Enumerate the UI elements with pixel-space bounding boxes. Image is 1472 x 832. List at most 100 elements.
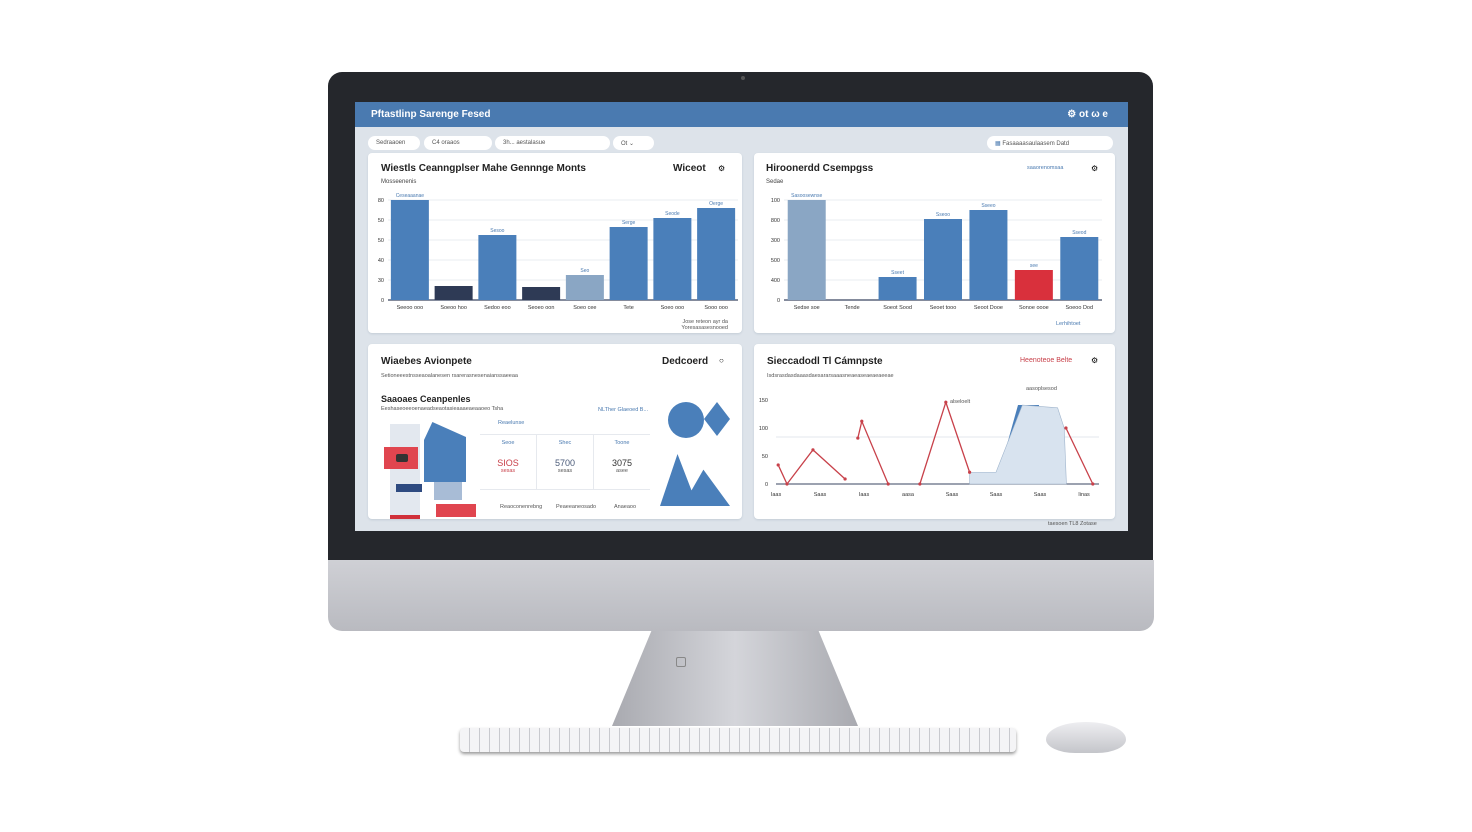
table-footer: Reaoconenrebng	[500, 504, 543, 510]
keyboard	[460, 728, 1016, 752]
filter-pill[interactable]: Sedraaoen	[368, 136, 420, 150]
x-tick-label: Soeoo Dod	[1066, 305, 1094, 311]
monitor-stand	[612, 631, 858, 726]
bar-value-label: see	[1030, 263, 1038, 269]
bar	[969, 210, 1008, 300]
panel-bottom-right: Sieccadodl Tl Cámnpste Heenoteoe Belte ⚙…	[754, 344, 1115, 519]
metric-cell: Toone 3075 asee	[611, 440, 633, 474]
x-tick-label: Saas	[814, 492, 827, 498]
x-tick-label: Saas	[946, 492, 959, 498]
bar	[434, 286, 473, 300]
header-actions[interactable]: ⚙ ot ω e	[1067, 109, 1108, 120]
mouse	[1046, 722, 1126, 753]
bar-chart: 100 800 300 500 400 0 Sasoosewnse Sedse soe Tend…	[771, 193, 1102, 311]
panel-title: Sieccadodl Tl Cámnpste	[767, 356, 883, 367]
bar	[878, 277, 917, 300]
y-tick-label: 50	[762, 454, 768, 460]
area-series	[969, 404, 1067, 485]
panel-dropdown[interactable]: Heenoteoe Belte	[1020, 357, 1073, 364]
filter-pill[interactable]: 3h... aestalasue	[495, 136, 610, 150]
date-range-filter[interactable]: ▦ Fasaaaasaulaasem Datd	[987, 136, 1113, 150]
x-tick-label: Iaas	[771, 492, 782, 498]
metrics-table: Seoe SIOS sesas Shec 5700 sesas Toone 3075 ase…	[480, 434, 650, 490]
settings-icon[interactable]: ⚙	[1091, 164, 1099, 173]
bar	[565, 275, 604, 300]
x-tick-label: Iinas	[1078, 492, 1090, 498]
panel-dropdown[interactable]: Wiceot	[673, 163, 706, 174]
y-tick-label: 80	[378, 198, 384, 204]
bar-value-label: Sseoo	[936, 212, 950, 218]
y-tick-label: 0	[765, 482, 768, 488]
x-tick-label: Soeoo hoo	[440, 305, 467, 311]
panel-subtitle: Sedae	[766, 179, 784, 185]
y-tick-label: 800	[771, 218, 780, 224]
bar-value-label: Seo	[580, 268, 589, 274]
x-tick-label: Seeoo ooo	[397, 305, 424, 311]
illustration-block	[396, 484, 422, 492]
panel-title: Wiestls Ceanngplser Mahe Gennnge Monts	[381, 163, 586, 174]
pie-shape	[668, 402, 704, 438]
line-series	[919, 400, 971, 485]
chart-link[interactable]: Lerhihtoet	[1056, 321, 1081, 327]
bar-value-label: Seode	[665, 211, 680, 217]
line-series	[857, 419, 889, 485]
x-tick-label: Seoeo oon	[528, 305, 555, 311]
illustration-block	[436, 504, 476, 517]
chart-annotation: alseloelt	[950, 399, 971, 405]
filter-pill[interactable]: C4 oraaos	[424, 136, 492, 150]
y-tick-label: 400	[771, 278, 780, 284]
y-tick-label: 300	[771, 238, 780, 244]
app-title: Pftastlinp Sarenge Fesed	[371, 109, 491, 120]
panel-subtitle: Isdsrasdasdaaasdaesararsaaasneaeaseaeaea…	[767, 373, 894, 379]
footer-text: taesoen TL8 Zotase	[1048, 521, 1097, 527]
y-tick-label: 0	[777, 298, 780, 304]
table-footer: Peaeeaneosado	[556, 504, 597, 510]
bar	[924, 219, 962, 300]
bar-value-label: Sseod	[1072, 230, 1086, 236]
line-series	[1065, 427, 1094, 485]
bar	[478, 235, 517, 300]
x-tick-label: Soeot Sood	[883, 305, 912, 311]
settings-icon[interactable]: ⚙	[718, 164, 726, 173]
panel-dropdown[interactable]: saaorenomsaa	[1027, 165, 1064, 171]
bar-value-label: Ceseaaanae	[396, 193, 425, 199]
apple-logo-icon	[676, 657, 686, 667]
bar	[787, 200, 826, 300]
x-tick-label: Iaas	[859, 492, 870, 498]
section-link[interactable]: NLTher Glaeoed B...	[598, 407, 649, 413]
x-tick-label: aasa	[902, 492, 915, 498]
settings-icon[interactable]: ⚙	[1091, 356, 1099, 365]
line-series	[777, 448, 846, 486]
section-title: Saaoaes Ceanpenles	[381, 394, 471, 404]
panel-top-right: Hiroonerdd Csempgss saaorenomsaa ⚙ Sedae…	[754, 153, 1115, 333]
x-tick-label: Tende	[845, 305, 860, 311]
bar-value-label: Serge	[622, 220, 636, 226]
filter-pill[interactable]: Ot ⌄	[613, 136, 654, 150]
bar	[653, 218, 692, 300]
panel-top-left: Wiestls Ceanngplser Mahe Gennnge Monts W…	[368, 153, 742, 333]
bar	[609, 227, 648, 300]
x-tick-label: Seoot Dooe	[974, 305, 1003, 311]
panel-dropdown[interactable]: Dedcoerd	[662, 356, 709, 367]
y-tick-label: 100	[771, 198, 780, 204]
webcam	[741, 76, 745, 80]
panel-bottom-left: Wiaebes Avionpete Dedcoerd ○ Setioneeest…	[368, 344, 742, 519]
x-tick-label: Saas	[990, 492, 1003, 498]
table-footer: Anaeaoo	[614, 504, 637, 510]
metric-cell: Seoe SIOS sesas	[480, 435, 537, 489]
bar	[1060, 237, 1099, 300]
monitor-chin	[328, 560, 1154, 631]
panel-title: Hiroonerdd Csempgss	[766, 163, 874, 174]
bar	[697, 208, 736, 300]
x-tick-label: Soeo ooo	[661, 305, 685, 311]
illustration-shape	[424, 422, 466, 482]
y-tick-label: 50	[378, 218, 384, 224]
chart-note: Jose reteon ayr da	[682, 319, 728, 325]
bar	[1014, 270, 1053, 300]
bar-value-label: Sseeo	[981, 203, 995, 209]
x-tick-label: Sedse soe	[794, 305, 820, 311]
y-tick-label: 500	[771, 258, 780, 264]
x-tick-label: Sedoo eoo	[484, 305, 511, 311]
settings-icon[interactable]: ○	[719, 356, 724, 365]
